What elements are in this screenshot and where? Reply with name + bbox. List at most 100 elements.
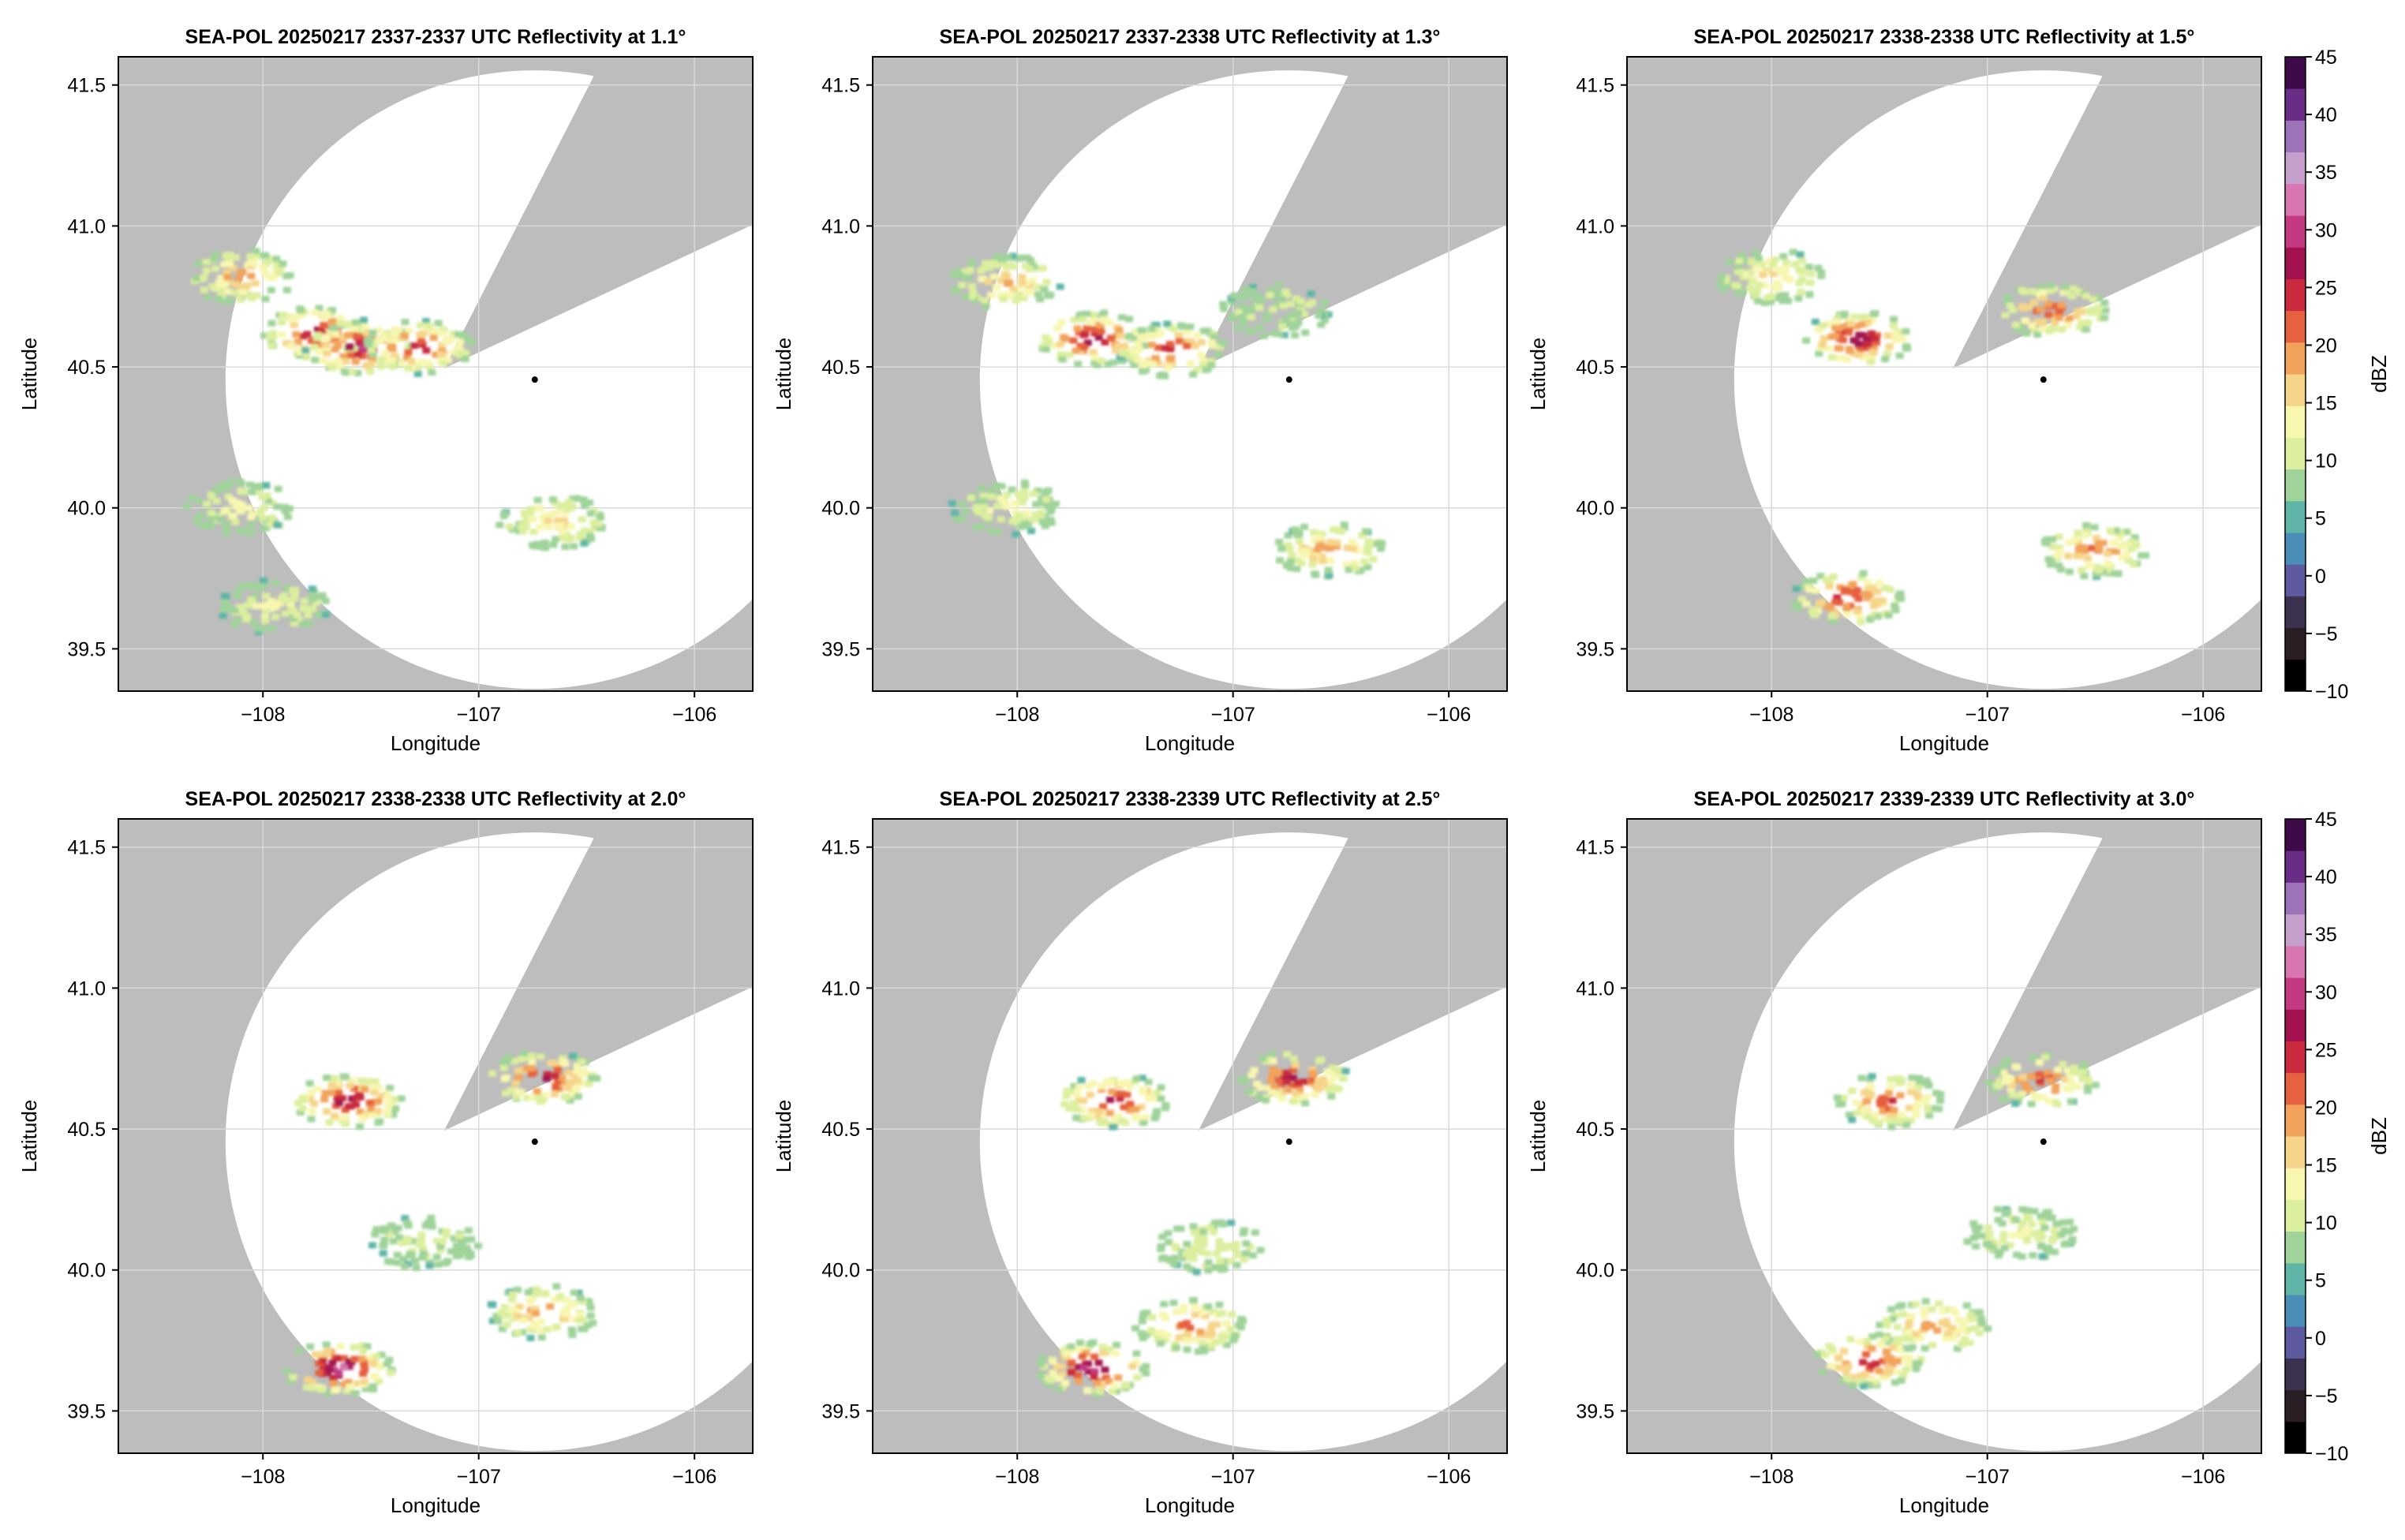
echo-pixel bbox=[1925, 1112, 1934, 1119]
echo-pixel bbox=[517, 1056, 526, 1063]
echo-pixel bbox=[1994, 1205, 2003, 1213]
echo-pixel bbox=[1245, 1088, 1254, 1095]
echo-pixel bbox=[1277, 545, 1286, 552]
echo-pixel bbox=[2074, 529, 2082, 536]
echo-pixel bbox=[1046, 1377, 1055, 1384]
echo-pixel bbox=[1090, 326, 1099, 333]
echo-pixel bbox=[514, 1286, 522, 1293]
echo-pixel bbox=[1238, 303, 1247, 310]
echo-pixel bbox=[315, 342, 324, 349]
y-axis-label: Latitude bbox=[1526, 338, 1550, 411]
echo-pixel bbox=[417, 1231, 426, 1238]
echo-pixel bbox=[1087, 1108, 1096, 1115]
echo-pixel bbox=[1881, 1335, 1890, 1342]
echo-pixel bbox=[308, 1378, 316, 1385]
echo-pixel bbox=[1219, 301, 1228, 308]
echo-pixel bbox=[561, 509, 570, 516]
echo-pixel bbox=[543, 1071, 552, 1078]
colorbar-segment bbox=[2285, 278, 2306, 312]
echo-pixel bbox=[1308, 1076, 1317, 1083]
echo-pixel bbox=[977, 267, 986, 275]
echo-pixel bbox=[2063, 322, 2072, 329]
echo-pixel bbox=[581, 1079, 589, 1086]
echo-pixel bbox=[1057, 341, 1065, 348]
echo-pixel bbox=[1120, 342, 1128, 349]
echo-pixel bbox=[271, 579, 280, 586]
echo-pixel bbox=[2001, 312, 2010, 319]
echo-pixel bbox=[1206, 1338, 1215, 1345]
echo-pixel bbox=[438, 342, 447, 349]
echo-pixel bbox=[1148, 1314, 1157, 1321]
echo-pixel bbox=[333, 1355, 342, 1362]
echo-pixel bbox=[1063, 1087, 1072, 1094]
echo-pixel bbox=[967, 293, 976, 300]
echo-pixel bbox=[2051, 316, 2059, 323]
echo-pixel bbox=[1984, 1325, 1992, 1333]
echo-cell bbox=[1116, 320, 1228, 379]
echo-pixel bbox=[1148, 361, 1157, 368]
echo-pixel bbox=[1850, 349, 1858, 357]
echo-pixel bbox=[492, 1313, 501, 1320]
colorbar-tick-label: 30 bbox=[2315, 981, 2337, 1004]
echo-pixel bbox=[447, 335, 455, 342]
echo-pixel bbox=[1886, 1083, 1894, 1090]
echo-pixel bbox=[1228, 1311, 1236, 1318]
echo-pixel bbox=[222, 529, 230, 536]
echo-pixel bbox=[452, 1242, 461, 1249]
x-tick-label: −107 bbox=[1966, 704, 2010, 726]
echo-pixel bbox=[1915, 1334, 1924, 1341]
echo-pixel bbox=[1885, 1105, 1894, 1112]
echo-pixel bbox=[1269, 306, 1277, 313]
echo-pixel bbox=[1835, 1101, 1844, 1108]
echo-pixel bbox=[251, 279, 260, 286]
echo-pixel bbox=[2018, 1220, 2027, 1227]
colorbar-tick-label: −5 bbox=[2315, 623, 2338, 645]
colorbar-tick-label: 0 bbox=[2315, 566, 2326, 588]
y-tick-label: 41.5 bbox=[821, 837, 860, 859]
echo-pixel bbox=[1854, 351, 1863, 358]
echo-pixel bbox=[1098, 1103, 1107, 1110]
echo-pixel bbox=[200, 286, 208, 293]
axes-frame bbox=[118, 56, 754, 692]
echo-pixel bbox=[1130, 361, 1139, 368]
radar-panel-6: SEA-POL 20250217 2339-2339 UTC Reflectiv… bbox=[1526, 788, 2262, 1517]
echo-pixel bbox=[1075, 329, 1083, 336]
echo-pixel bbox=[417, 1237, 425, 1244]
echo-pixel bbox=[1079, 331, 1088, 338]
echo-pixel bbox=[376, 361, 385, 368]
echo-pixel bbox=[1861, 590, 1869, 597]
echo-pixel bbox=[196, 511, 204, 518]
echo-pixel bbox=[2006, 1075, 2014, 1082]
echo-pixel bbox=[463, 335, 472, 342]
echo-pixel bbox=[253, 488, 262, 495]
echo-pixel bbox=[458, 331, 466, 338]
echo-pixel bbox=[1165, 341, 1174, 348]
echo-pixel bbox=[1881, 1116, 1890, 1123]
echo-pixel bbox=[368, 1242, 377, 1249]
echo-pixel bbox=[1854, 595, 1863, 602]
echo-pixel bbox=[1134, 340, 1143, 347]
echo-pixel bbox=[255, 585, 264, 592]
echo-pixel bbox=[1716, 281, 1725, 288]
echo-pixel bbox=[1207, 361, 1216, 368]
echo-pixel bbox=[234, 589, 242, 596]
echo-pixel bbox=[223, 274, 232, 281]
echo-pixel bbox=[405, 327, 413, 334]
y-axis-label: Latitude bbox=[772, 338, 795, 411]
echo-pixel bbox=[323, 1075, 331, 1082]
echo-pixel bbox=[1855, 1378, 1864, 1385]
echo-pixel bbox=[2009, 306, 2018, 313]
echo-pixel bbox=[1311, 1091, 1319, 1098]
echo-pixel bbox=[1906, 1117, 1915, 1124]
echo-pixel bbox=[337, 320, 346, 327]
echo-pixel bbox=[1844, 1363, 1853, 1370]
echo-pixel bbox=[313, 335, 322, 342]
echo-pixel bbox=[1024, 522, 1033, 529]
echo-pixel bbox=[1038, 1355, 1046, 1362]
echo-pixel bbox=[1861, 1370, 1869, 1377]
echo-pixel bbox=[344, 331, 353, 338]
echo-pixel bbox=[1377, 545, 1386, 552]
echo-pixel bbox=[338, 1095, 347, 1102]
echo-pixel bbox=[1139, 1366, 1147, 1373]
echo-pixel bbox=[1154, 1336, 1162, 1343]
